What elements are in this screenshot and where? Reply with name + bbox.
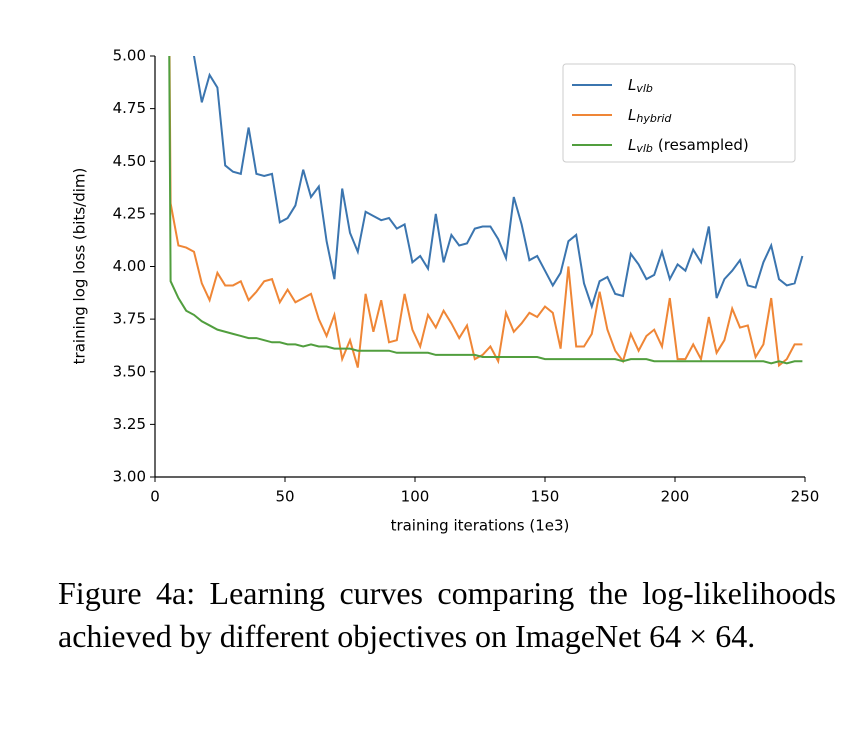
y-tick-label: 4.50 [113, 152, 146, 170]
y-tick-label: 3.50 [113, 362, 146, 380]
legend-name: L [628, 106, 636, 124]
caption: Figure 4a: Learning curves comparing the… [58, 575, 836, 654]
x-tick-label: 50 [275, 488, 294, 506]
legend-label: Lvlb (resampled) [628, 136, 749, 156]
plot-area [168, 56, 804, 368]
series-line [168, 56, 803, 365]
x-tick-label: 150 [531, 488, 560, 506]
legend-label: Lvlb [628, 76, 653, 96]
y-tick-label: 3.00 [113, 468, 146, 486]
y-tick-label: 4.25 [113, 204, 146, 222]
legend-subscript: hybrid [636, 112, 672, 125]
y-axis-label: training log loss (bits/dim) [71, 168, 89, 365]
x-axis-label: training iterations (1e3) [391, 517, 570, 535]
y-tick-label: 4.75 [113, 99, 146, 117]
legend-suffix: (resampled) [658, 136, 749, 154]
series-line [168, 56, 803, 368]
y-tick-label: 3.75 [113, 310, 146, 328]
series-line [192, 56, 804, 310]
y-tick-label: 5.00 [113, 47, 146, 65]
x-tick-label: 200 [661, 488, 690, 506]
chart: training iterations (1e3) training log l… [71, 47, 820, 535]
y-tick-label: 4.00 [113, 257, 146, 275]
x-tick-label: 250 [791, 488, 820, 506]
legend-name: L [628, 76, 636, 94]
legend-subscript: vlb [636, 142, 653, 155]
legend-name: L [628, 136, 636, 154]
y-tick-label: 3.25 [113, 415, 146, 433]
legend [562, 63, 796, 163]
legend-label: Lhybrid [628, 106, 672, 126]
legend-subscript: vlb [636, 82, 653, 95]
x-tick-label: 0 [150, 488, 160, 506]
x-tick-label: 100 [401, 488, 430, 506]
